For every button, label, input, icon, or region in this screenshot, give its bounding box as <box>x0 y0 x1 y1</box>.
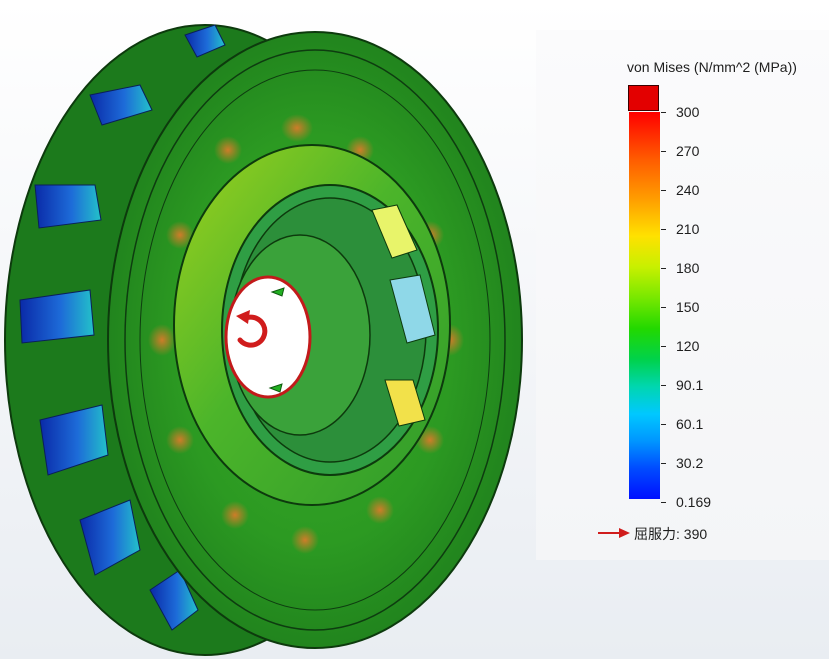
max-value-cap <box>628 85 659 111</box>
colorbar-tick-label: 210 <box>676 221 700 237</box>
hub-bore <box>224 275 312 399</box>
colorbar-tick <box>661 151 666 152</box>
legend-title: von Mises (N/mm^2 (MPa)) <box>627 59 797 75</box>
colorbar-tick <box>661 268 666 269</box>
colorbar-tick-label: 300 <box>676 104 700 120</box>
colorbar-tick-label: 180 <box>676 260 700 276</box>
outer-blades <box>19 24 226 631</box>
colorbar-tick-label: 120 <box>676 338 700 354</box>
colorbar-tick <box>661 307 666 308</box>
inner-blades <box>371 204 436 427</box>
color-scale-bar <box>629 112 660 499</box>
colorbar-tick-label: 90.1 <box>676 377 704 393</box>
colorbar-tick <box>661 112 666 113</box>
colorbar-tick-label: 60.1 <box>676 416 704 432</box>
legend-panel <box>536 30 829 560</box>
colorbar-tick <box>661 502 666 503</box>
arrow-right-icon <box>598 528 630 538</box>
yield-strength-label: 屈服力: 390 <box>634 526 708 542</box>
colorbar-tick-label: 0.169 <box>676 494 712 510</box>
colorbar-tick-label: 150 <box>676 299 700 315</box>
colorbar-tick <box>661 385 666 386</box>
colorbar-tick <box>661 346 666 347</box>
colorbar-tick-label: 240 <box>676 182 700 198</box>
colorbar-tick <box>661 190 666 191</box>
fixture-arrow-icon <box>268 287 285 393</box>
colorbar-tick-label: 270 <box>676 143 700 159</box>
colorbar-tick-label: 30.2 <box>676 455 704 471</box>
stress-hotspots <box>148 114 464 554</box>
colorbar-tick <box>661 463 666 464</box>
rotation-arrow-icon <box>236 310 268 348</box>
colorbar-tick <box>661 229 666 230</box>
colorbar-tick <box>661 424 666 425</box>
